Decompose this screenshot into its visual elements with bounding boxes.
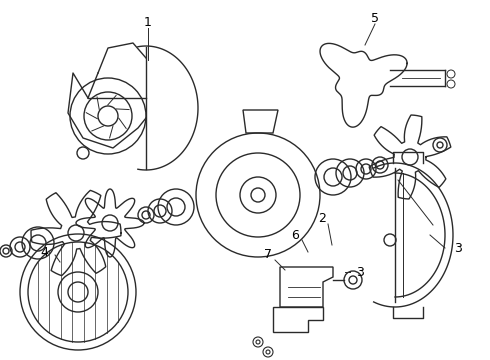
Text: 5: 5 [371, 12, 379, 24]
Text: 2: 2 [318, 212, 326, 225]
Text: 3: 3 [454, 242, 462, 255]
Text: 3: 3 [356, 266, 364, 279]
Text: 6: 6 [291, 229, 299, 242]
Text: 4: 4 [40, 246, 48, 258]
Text: 7: 7 [264, 248, 272, 261]
Text: 1: 1 [144, 15, 152, 28]
